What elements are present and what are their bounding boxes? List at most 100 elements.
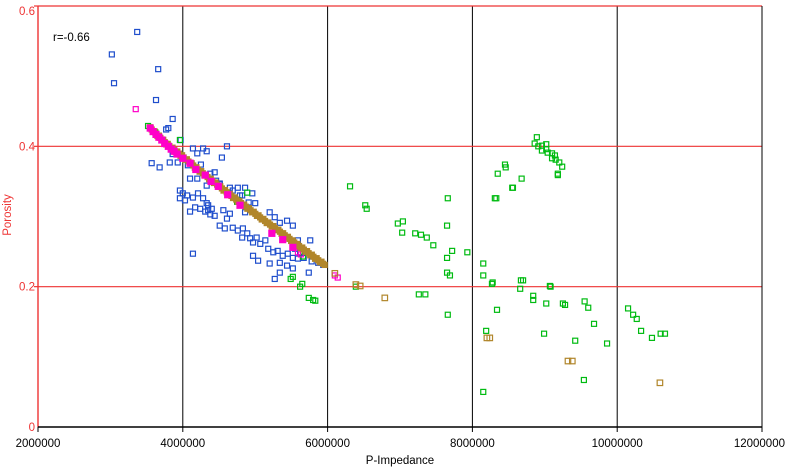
data-point-green	[417, 231, 425, 238]
data-point-blue	[289, 265, 296, 272]
data-point-green	[535, 143, 542, 150]
data-point-blue	[110, 80, 118, 87]
data-point-green	[443, 254, 451, 261]
data-point-blue	[276, 269, 283, 276]
x-axis-title: P-Impedance	[366, 455, 434, 467]
data-point-magenta	[132, 106, 139, 113]
y-tick-label: 0.2	[19, 282, 35, 294]
data-point-green	[509, 184, 517, 191]
data-point-blue	[211, 212, 218, 219]
data-point-blue	[194, 150, 201, 157]
data-point-blue	[262, 237, 269, 244]
data-point-green	[543, 300, 550, 307]
data-point-blue	[166, 159, 173, 166]
magenta-band-point	[201, 171, 209, 179]
data-point-blue	[155, 66, 162, 73]
data-point-green	[415, 291, 422, 298]
data-point-green	[544, 149, 551, 156]
data-point-green	[603, 340, 611, 347]
magenta-band-point	[207, 177, 215, 186]
magenta-band-point	[179, 154, 187, 162]
trend-tail-point	[656, 379, 664, 387]
label-layer: r=-0.66 P-Impedance Porosity 2000000 4000…	[2, 6, 785, 467]
data-point-green	[464, 249, 471, 256]
magenta-band-point	[268, 229, 276, 237]
trend-tail-point	[564, 357, 572, 365]
x-tick-label: 2000000	[16, 438, 61, 450]
data-point-green	[443, 222, 451, 229]
data-point-blue	[229, 224, 236, 231]
data-point-blue	[186, 208, 194, 215]
data-point-blue	[271, 214, 278, 221]
data-point-green	[480, 388, 487, 396]
data-point-green	[547, 283, 554, 290]
data-point-green	[480, 272, 487, 279]
data-point-blue	[192, 204, 199, 211]
data-point-blue	[189, 194, 197, 201]
data-point-blue	[274, 247, 281, 254]
data-point-blue	[276, 219, 283, 226]
data-point-green	[633, 315, 640, 323]
data-point-green	[362, 202, 369, 209]
data-point-green	[554, 170, 561, 177]
data-point-green	[572, 337, 579, 344]
data-point-green	[430, 242, 437, 249]
data-point-blue	[234, 184, 241, 191]
trend-tail-point	[381, 294, 389, 302]
data-point-green	[546, 282, 553, 290]
trend-band-point	[321, 261, 328, 269]
data-point-green	[540, 330, 548, 337]
magenta-band-point	[289, 243, 297, 251]
data-point-green	[530, 296, 537, 304]
data-point-blue	[239, 234, 246, 241]
plot-frame	[34, 5, 763, 432]
data-point-blue	[189, 145, 197, 152]
data-point-blue	[284, 250, 291, 257]
trend-tail-point	[356, 282, 364, 290]
x-tick-label: 12000000	[734, 438, 785, 450]
x-tick-label: 6000000	[305, 438, 350, 450]
data-point-blue	[305, 269, 312, 276]
magenta-band-point	[224, 191, 232, 199]
data-point-blue	[197, 205, 204, 212]
data-point-green	[422, 291, 429, 298]
data-point-blue	[208, 205, 215, 212]
data-point-blue	[220, 207, 227, 214]
data-point-blue	[249, 190, 256, 197]
data-point-blue	[271, 275, 278, 283]
x-tick-label: 10000000	[592, 438, 643, 450]
magenta-band-point	[214, 182, 222, 190]
data-point-green	[554, 172, 561, 179]
y-tick-label: 0.4	[19, 141, 36, 153]
data-point-blue	[249, 252, 257, 259]
magenta-band-point	[173, 150, 181, 158]
data-point-blue	[218, 154, 225, 161]
data-point-green	[559, 163, 566, 170]
data-point-blue	[223, 143, 231, 150]
data-point-green	[648, 334, 656, 341]
data-point-blue	[289, 254, 296, 261]
data-point-blue	[211, 169, 218, 176]
x-tick-label: 8000000	[450, 438, 495, 450]
data-point-green	[423, 234, 430, 241]
data-point-blue	[108, 51, 115, 58]
data-point-green	[346, 183, 354, 190]
trend-tail-point	[568, 357, 576, 365]
data-point-blue	[189, 250, 197, 257]
magenta-band-point	[186, 159, 194, 167]
data-point-blue	[134, 28, 141, 36]
magenta-band-point	[192, 165, 200, 174]
data-point-blue	[148, 160, 155, 167]
trend-tail-point	[352, 281, 360, 288]
data-point-green	[530, 292, 537, 299]
data-point-green	[548, 155, 556, 162]
x-tick-label: 4000000	[160, 438, 205, 450]
data-point-blue	[156, 164, 163, 171]
data-point-blue	[203, 182, 210, 189]
data-point-green	[399, 218, 406, 225]
data-point-green	[518, 175, 525, 182]
data-point-blue	[265, 245, 272, 252]
data-point-green	[581, 298, 588, 305]
data-point-blue	[266, 209, 273, 216]
data-point-green	[363, 205, 370, 212]
